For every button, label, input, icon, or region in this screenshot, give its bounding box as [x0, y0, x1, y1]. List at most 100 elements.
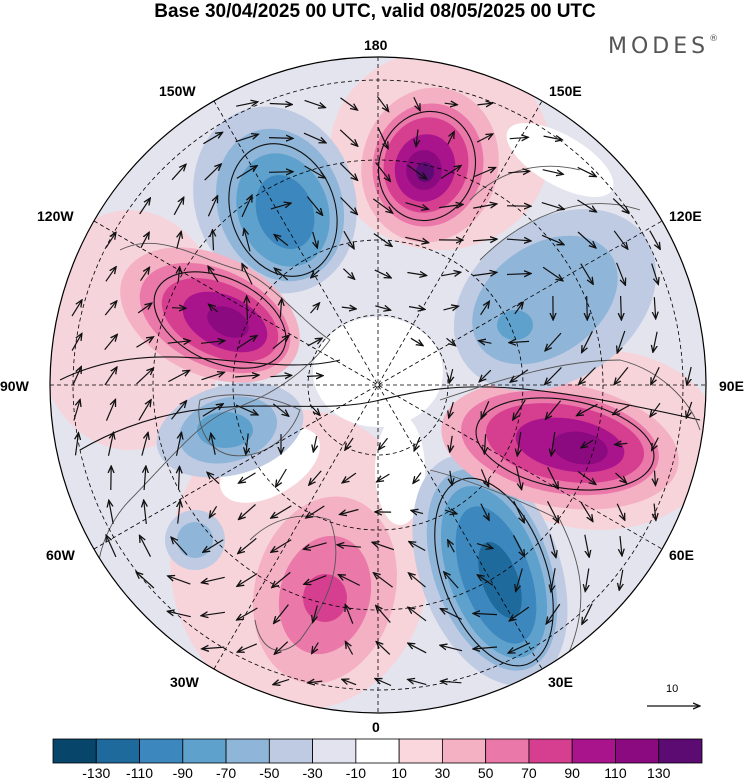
wind-arrow	[213, 230, 214, 251]
colorbar-tick-label: -110	[126, 765, 154, 781]
wind-arrow	[509, 137, 529, 138]
colorbar-tick-label: 30	[434, 765, 451, 781]
wind-arrow	[408, 307, 425, 310]
lon-label-120w: 120W	[37, 208, 74, 224]
wind-arrow	[444, 572, 459, 589]
wind-arrow	[242, 264, 253, 285]
wind-arrow	[473, 647, 498, 649]
chart-title: Base 30/04/2025 00 UTC, valid 08/05/2025…	[154, 1, 596, 22]
wind-arrow	[339, 163, 357, 181]
wind-arrow	[204, 164, 222, 181]
wind-arrow	[274, 641, 289, 655]
negative-anomaly-north-pacific	[193, 106, 357, 294]
wind-arrow	[276, 468, 287, 487]
wind-arrow	[373, 573, 393, 588]
wind-arrow	[140, 267, 150, 282]
anomaly-field	[50, 57, 706, 713]
wind-arrow	[342, 268, 354, 280]
lon-label-120e: 120E	[669, 208, 702, 224]
wind-arrow	[479, 341, 492, 344]
wind-arrow	[268, 172, 293, 173]
wind-arrow	[341, 307, 356, 309]
wind-arrow	[136, 368, 154, 385]
wind-arrow	[379, 437, 388, 450]
wind-arrow	[413, 97, 420, 110]
wind-arrow	[577, 166, 597, 176]
wind-arrow	[506, 239, 531, 241]
wind-arrow	[208, 266, 219, 283]
wind-arrow	[313, 231, 318, 248]
wind-arrow	[139, 198, 151, 215]
wind-arrow	[447, 132, 454, 145]
wind-arrow	[614, 367, 629, 384]
wind-arrow	[546, 603, 561, 624]
wind-arrow	[171, 164, 186, 181]
wind-arrow	[477, 103, 492, 105]
lon-label-30e: 30E	[548, 674, 573, 690]
wind-arrow	[621, 295, 622, 320]
wind-arrow	[272, 335, 289, 350]
wind-arrow	[484, 434, 485, 454]
wind-arrow	[440, 609, 462, 620]
wind-arrow	[476, 134, 493, 143]
wind-arrow	[514, 302, 523, 315]
wind-arrow	[177, 231, 181, 249]
wind-arrow	[311, 269, 320, 278]
wind-arrow	[546, 501, 559, 522]
wind-arrow	[473, 613, 498, 614]
wind-arrow	[272, 403, 289, 416]
wind-arrow	[516, 568, 523, 592]
wind-arrow	[409, 573, 426, 588]
wind-arrow	[105, 399, 116, 421]
wind-arrow	[585, 568, 589, 592]
wind-arrow	[617, 330, 626, 353]
wind-arrow	[208, 304, 218, 313]
colorbar-tick-label: 110	[604, 765, 627, 781]
wind-arrow	[443, 306, 459, 310]
colorbar-tick-label: -130	[82, 765, 111, 781]
wind-arrow	[444, 103, 458, 105]
wind-arrow	[374, 269, 391, 278]
wind-arrow	[337, 545, 361, 547]
wind-arrow	[449, 401, 454, 418]
wind-arrow	[542, 266, 563, 281]
wind-arrow	[144, 500, 147, 524]
wind-arrow	[303, 132, 326, 143]
wind-arrow	[686, 401, 693, 418]
wind-arrow	[144, 466, 146, 491]
wind-arrow	[508, 642, 531, 653]
wind-arrow	[271, 505, 292, 518]
wind-arrow	[547, 467, 559, 488]
lon-label-150w: 150W	[159, 83, 196, 99]
wind-arrow	[310, 303, 320, 314]
colorbar-tick-label: -50	[259, 765, 280, 781]
contour-lines	[59, 110, 701, 667]
colorbar-tick-label: 50	[477, 765, 494, 781]
positive-anomaly-north-atlantic	[253, 496, 397, 684]
wind-arrow	[476, 544, 493, 549]
wind-arrow	[375, 162, 391, 182]
wind-arrow	[273, 678, 290, 684]
wind-arrow	[413, 472, 422, 484]
colorbar-tick-label: 90	[564, 765, 580, 781]
wind-arrow	[450, 435, 452, 452]
wind-arrow	[340, 508, 359, 515]
wind-arrow	[440, 645, 463, 652]
wind-arrow	[140, 232, 149, 249]
wind-arrow	[338, 575, 360, 586]
lon-label-150e: 150E	[549, 83, 582, 99]
wind-arrow	[202, 404, 223, 417]
wind-arrow	[345, 437, 354, 450]
wind-arrow	[513, 399, 526, 420]
wind-arrow	[239, 504, 256, 520]
wind-arrow	[201, 612, 225, 615]
wind-arrow	[171, 401, 187, 420]
wind-arrow	[373, 233, 392, 247]
wind-arrow	[237, 643, 258, 652]
wind-arrow	[138, 400, 151, 421]
wind-arrow	[207, 196, 217, 217]
wind-arrow	[613, 230, 628, 249]
wind-arrow	[274, 604, 289, 624]
wind-arrow	[235, 404, 258, 415]
wind-arrow	[541, 202, 564, 210]
